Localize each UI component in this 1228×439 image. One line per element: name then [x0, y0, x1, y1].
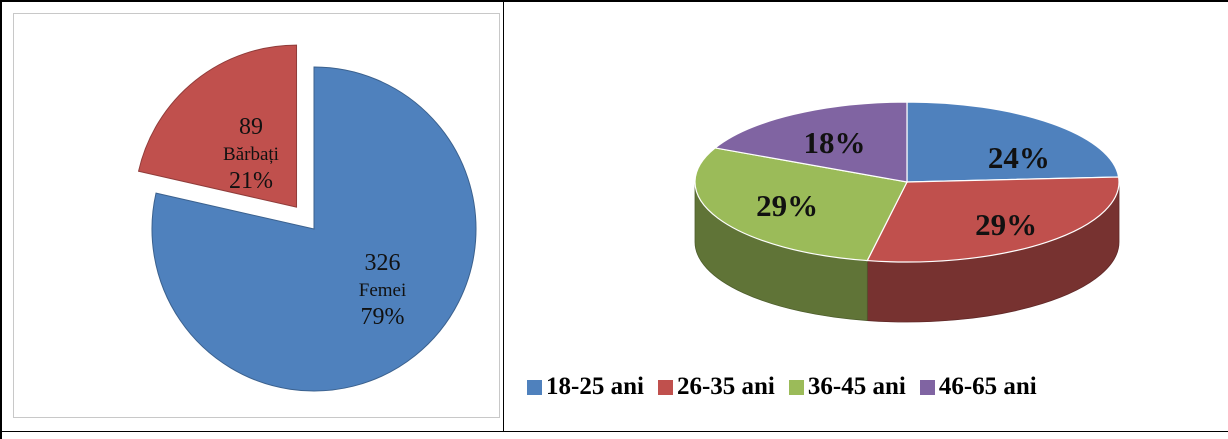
frame-divider — [503, 0, 504, 432]
frame-top-border — [0, 0, 1228, 2]
gender-percent-label-femei: 79% — [361, 304, 405, 330]
legend-item-18-25-ani: 18-25 ani — [527, 373, 644, 401]
gender-name-label-barbati: Bărbați — [223, 144, 279, 165]
age-legend: 18-25 ani 26-35 ani 36-45 ani 46-65 ani — [527, 373, 1037, 401]
age-percent-label-18-25-ani: 24% — [988, 140, 1050, 175]
gender-count-label-femei: 326 — [365, 250, 401, 276]
legend-label-36-45-ani: 36-45 ani — [807, 373, 906, 400]
age-percent-label-46-65-ani: 18% — [804, 125, 866, 160]
legend-item-36-45-ani: 36-45 ani — [788, 373, 906, 401]
age-slice-18-25-ani — [906, 101, 1120, 183]
legend-label-18-25-ani: 18-25 ani — [546, 373, 644, 400]
legend-label-46-65-ani: 46-65 ani — [938, 373, 1037, 400]
gender-count-label-barbati: 89 — [239, 114, 263, 140]
frame-left-border — [0, 0, 2, 439]
age-pie-svg: 24% 29% 29% 18% — [694, 101, 1120, 323]
gender-slice-femei — [151, 66, 477, 392]
age-percent-label-36-45-ani: 29% — [756, 188, 818, 223]
gender-percent-label-barbati: 21% — [229, 168, 273, 194]
age-slice-36-45-ani — [694, 147, 908, 262]
gender-name-label-femei: Femei — [359, 280, 407, 301]
gender-pie-chart: 89 Bărbați 21% 326 Femei 79% — [13, 13, 500, 418]
legend-swatch-36-45-ani — [788, 379, 804, 395]
legend-swatch-18-25-ani — [527, 379, 542, 395]
age-slice-26-35-ani — [866, 176, 1120, 263]
gender-slice-barbati — [137, 44, 298, 208]
age-percent-label-26-35-ani: 29% — [975, 207, 1037, 242]
age-pie-chart: 24% 29% 29% 18% 18-25 ani 26-35 ani 36-45 ani… — [509, 13, 1214, 416]
age-slice-46-65-ani — [713, 101, 908, 183]
legend-swatch-26-35-ani — [657, 379, 673, 395]
legend-label-26-35-ani: 26-35 ani — [676, 373, 775, 400]
legend-swatch-46-65-ani — [919, 379, 935, 395]
legend-item-46-65-ani: 46-65 ani — [919, 373, 1037, 401]
frame-bottom-border — [0, 431, 1228, 432]
legend-item-26-35-ani: 26-35 ani — [657, 373, 775, 401]
gender-pie-svg: 89 Bărbați 21% 326 Femei 79% — [137, 44, 477, 392]
